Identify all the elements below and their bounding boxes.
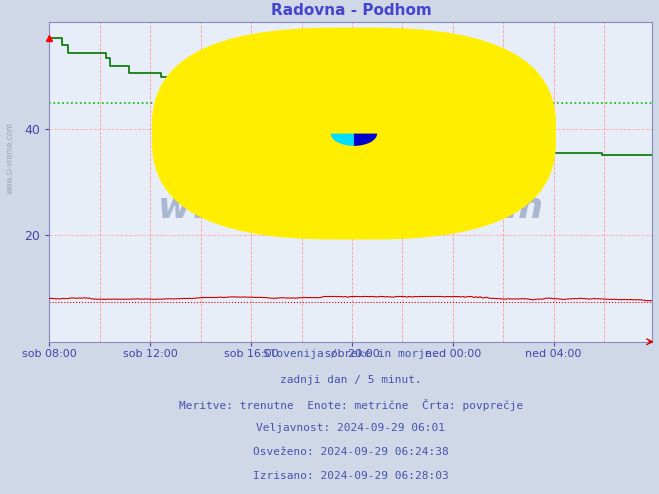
Text: zadnji dan / 5 minut.: zadnji dan / 5 minut.: [280, 375, 422, 385]
Wedge shape: [331, 133, 354, 146]
Title: Radovna - Podhom: Radovna - Podhom: [271, 3, 431, 18]
Text: www.si-vreme.com: www.si-vreme.com: [5, 122, 14, 194]
Text: Slovenija / reke in morje.: Slovenija / reke in morje.: [263, 349, 439, 359]
Text: Osveženo: 2024-09-29 06:24:38: Osveženo: 2024-09-29 06:24:38: [253, 447, 449, 456]
Wedge shape: [354, 133, 377, 146]
Text: Izrisano: 2024-09-29 06:28:03: Izrisano: 2024-09-29 06:28:03: [253, 471, 449, 481]
FancyBboxPatch shape: [152, 28, 556, 240]
Text: Veljavnost: 2024-09-29 06:01: Veljavnost: 2024-09-29 06:01: [256, 423, 445, 433]
Text: Meritve: trenutne  Enote: metrične  Črta: povprečje: Meritve: trenutne Enote: metrične Črta: …: [179, 399, 523, 411]
Text: www.si-vreme.com: www.si-vreme.com: [158, 191, 544, 225]
